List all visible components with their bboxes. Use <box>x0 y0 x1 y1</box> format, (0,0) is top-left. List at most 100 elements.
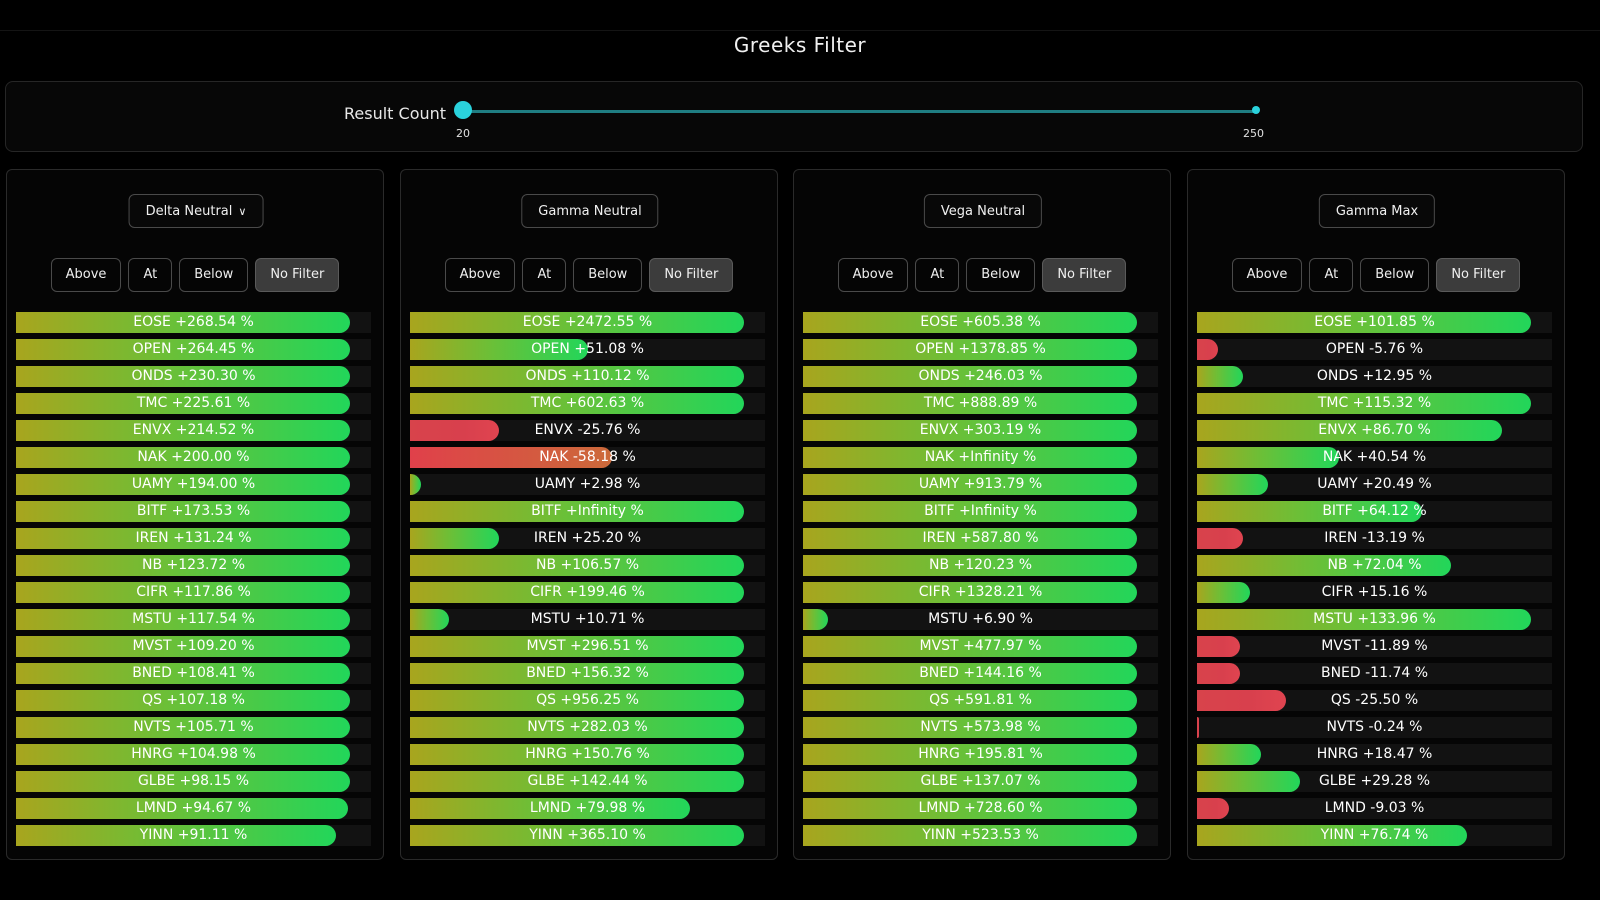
ticker-row[interactable]: BNED +108.41 % <box>16 663 371 684</box>
filter-below-button[interactable]: Below <box>179 258 249 292</box>
ticker-row[interactable]: BITF +Infinity % <box>803 501 1158 522</box>
filter-below-button[interactable]: Below <box>966 258 1036 292</box>
ticker-row[interactable]: NB +120.23 % <box>803 555 1158 576</box>
ticker-row[interactable]: HNRG +104.98 % <box>16 744 371 765</box>
ticker-row[interactable]: GLBE +29.28 % <box>1197 771 1552 792</box>
filter-above-button[interactable]: Above <box>444 258 516 292</box>
filter-above-button[interactable]: Above <box>1231 258 1303 292</box>
ticker-row[interactable]: CIFR +199.46 % <box>410 582 765 603</box>
ticker-row[interactable]: NB +123.72 % <box>16 555 371 576</box>
ticker-row[interactable]: ENVX +303.19 % <box>803 420 1158 441</box>
ticker-row[interactable]: UAMY +2.98 % <box>410 474 765 495</box>
ticker-row[interactable]: NAK +40.54 % <box>1197 447 1552 468</box>
ticker-row[interactable]: OPEN +264.45 % <box>16 339 371 360</box>
filter-no-filter-button[interactable]: No Filter <box>1042 258 1127 292</box>
ticker-row[interactable]: BITF +64.12 % <box>1197 501 1552 522</box>
ticker-row[interactable]: QS +107.18 % <box>16 690 371 711</box>
ticker-row[interactable]: BITF +Infinity % <box>410 501 765 522</box>
ticker-row[interactable]: HNRG +195.81 % <box>803 744 1158 765</box>
ticker-row[interactable]: ENVX +214.52 % <box>16 420 371 441</box>
ticker-row[interactable]: OPEN -5.76 % <box>1197 339 1552 360</box>
slider-track[interactable] <box>463 110 1257 113</box>
ticker-row[interactable]: HNRG +150.76 % <box>410 744 765 765</box>
ticker-row[interactable]: NVTS +573.98 % <box>803 717 1158 738</box>
slider-min-thumb[interactable] <box>454 101 472 119</box>
ticker-row[interactable]: UAMY +913.79 % <box>803 474 1158 495</box>
ticker-row[interactable]: MVST -11.89 % <box>1197 636 1552 657</box>
ticker-row[interactable]: TMC +225.61 % <box>16 393 371 414</box>
ticker-row[interactable]: MVST +477.97 % <box>803 636 1158 657</box>
ticker-row[interactable]: ONDS +246.03 % <box>803 366 1158 387</box>
filter-below-button[interactable]: Below <box>1360 258 1430 292</box>
ticker-row[interactable]: TMC +115.32 % <box>1197 393 1552 414</box>
ticker-row[interactable]: OPEN +1378.85 % <box>803 339 1158 360</box>
ticker-row[interactable]: NVTS +105.71 % <box>16 717 371 738</box>
ticker-row[interactable]: MVST +296.51 % <box>410 636 765 657</box>
filter-no-filter-button[interactable]: No Filter <box>649 258 734 292</box>
ticker-row[interactable]: IREN +131.24 % <box>16 528 371 549</box>
ticker-row[interactable]: OPEN +51.08 % <box>410 339 765 360</box>
ticker-row[interactable]: YINN +91.11 % <box>16 825 371 846</box>
ticker-row[interactable]: LMND -9.03 % <box>1197 798 1552 819</box>
filter-at-button[interactable]: At <box>128 258 173 292</box>
ticker-row[interactable]: GLBE +137.07 % <box>803 771 1158 792</box>
ticker-row[interactable]: ONDS +110.12 % <box>410 366 765 387</box>
ticker-row[interactable]: MSTU +6.90 % <box>803 609 1158 630</box>
ticker-row[interactable]: GLBE +142.44 % <box>410 771 765 792</box>
ticker-row[interactable]: NAK +200.00 % <box>16 447 371 468</box>
ticker-row[interactable]: YINN +365.10 % <box>410 825 765 846</box>
ticker-row[interactable]: MSTU +133.96 % <box>1197 609 1552 630</box>
ticker-row[interactable]: QS +956.25 % <box>410 690 765 711</box>
ticker-row[interactable]: NVTS +282.03 % <box>410 717 765 738</box>
ticker-row[interactable]: MVST +109.20 % <box>16 636 371 657</box>
filter-at-button[interactable]: At <box>915 258 960 292</box>
ticker-row[interactable]: LMND +79.98 % <box>410 798 765 819</box>
filter-above-button[interactable]: Above <box>837 258 909 292</box>
ticker-row[interactable]: TMC +602.63 % <box>410 393 765 414</box>
ticker-row[interactable]: ENVX +86.70 % <box>1197 420 1552 441</box>
ticker-row[interactable]: EOSE +605.38 % <box>803 312 1158 333</box>
ticker-row[interactable]: NB +72.04 % <box>1197 555 1552 576</box>
greek-selector-dropdown[interactable]: Vega Neutral <box>923 194 1043 228</box>
ticker-row[interactable]: BITF +173.53 % <box>16 501 371 522</box>
ticker-row[interactable]: NAK +Infinity % <box>803 447 1158 468</box>
ticker-row[interactable]: BNED +144.16 % <box>803 663 1158 684</box>
ticker-row[interactable]: CIFR +1328.21 % <box>803 582 1158 603</box>
ticker-row[interactable]: IREN -13.19 % <box>1197 528 1552 549</box>
ticker-row[interactable]: LMND +94.67 % <box>16 798 371 819</box>
slider-max-thumb[interactable] <box>1252 106 1260 114</box>
ticker-row[interactable]: IREN +25.20 % <box>410 528 765 549</box>
ticker-row[interactable]: ENVX -25.76 % <box>410 420 765 441</box>
greek-selector-dropdown[interactable]: Delta Neutral ∨ <box>128 194 264 228</box>
ticker-row[interactable]: EOSE +2472.55 % <box>410 312 765 333</box>
greek-selector-dropdown[interactable]: Gamma Neutral <box>521 194 659 228</box>
ticker-row[interactable]: YINN +76.74 % <box>1197 825 1552 846</box>
ticker-row[interactable]: LMND +728.60 % <box>803 798 1158 819</box>
ticker-row[interactable]: QS -25.50 % <box>1197 690 1552 711</box>
ticker-row[interactable]: HNRG +18.47 % <box>1197 744 1552 765</box>
ticker-row[interactable]: EOSE +101.85 % <box>1197 312 1552 333</box>
ticker-row[interactable]: MSTU +117.54 % <box>16 609 371 630</box>
ticker-row[interactable]: CIFR +15.16 % <box>1197 582 1552 603</box>
filter-at-button[interactable]: At <box>1309 258 1354 292</box>
ticker-row[interactable]: ONDS +12.95 % <box>1197 366 1552 387</box>
ticker-row[interactable]: ONDS +230.30 % <box>16 366 371 387</box>
ticker-row[interactable]: UAMY +194.00 % <box>16 474 371 495</box>
ticker-row[interactable]: UAMY +20.49 % <box>1197 474 1552 495</box>
filter-no-filter-button[interactable]: No Filter <box>1436 258 1521 292</box>
ticker-row[interactable]: QS +591.81 % <box>803 690 1158 711</box>
ticker-row[interactable]: YINN +523.53 % <box>803 825 1158 846</box>
filter-no-filter-button[interactable]: No Filter <box>255 258 340 292</box>
greek-selector-dropdown[interactable]: Gamma Max <box>1318 194 1436 228</box>
ticker-row[interactable]: BNED +156.32 % <box>410 663 765 684</box>
ticker-row[interactable]: EOSE +268.54 % <box>16 312 371 333</box>
filter-at-button[interactable]: At <box>522 258 567 292</box>
ticker-row[interactable]: NB +106.57 % <box>410 555 765 576</box>
filter-below-button[interactable]: Below <box>573 258 643 292</box>
ticker-row[interactable]: CIFR +117.86 % <box>16 582 371 603</box>
ticker-row[interactable]: TMC +888.89 % <box>803 393 1158 414</box>
ticker-row[interactable]: MSTU +10.71 % <box>410 609 765 630</box>
ticker-row[interactable]: IREN +587.80 % <box>803 528 1158 549</box>
ticker-row[interactable]: BNED -11.74 % <box>1197 663 1552 684</box>
filter-above-button[interactable]: Above <box>50 258 122 292</box>
